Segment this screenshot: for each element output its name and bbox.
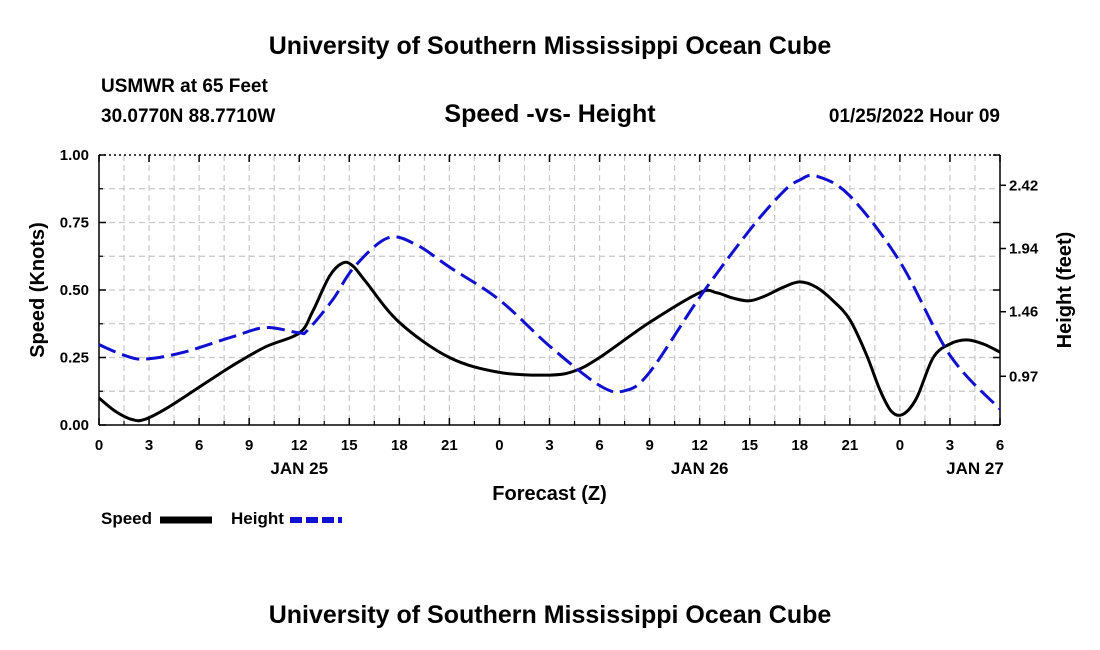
x-tick-label: 15 xyxy=(341,437,358,454)
y2-axis-title: Height (feet) xyxy=(1054,232,1076,349)
y2-tick-label: 1.46 xyxy=(1009,304,1038,321)
y-tick-label: 0.00 xyxy=(60,417,89,434)
station-label: USMWR at 65 Feet xyxy=(101,76,268,97)
y-axis-title: Speed (Knots) xyxy=(27,222,49,358)
legend-height-swatch xyxy=(290,517,342,523)
x-tick-label: 15 xyxy=(741,437,758,454)
x-tick-label: 12 xyxy=(691,437,708,454)
x-axis-title: Forecast (Z) xyxy=(492,483,606,505)
x-tick-label: 6 xyxy=(595,437,603,454)
x-tick-label: 21 xyxy=(841,437,858,454)
x-tick-label: 0 xyxy=(495,437,503,454)
x-tick-label: 18 xyxy=(391,437,408,454)
legend-speed-swatch xyxy=(160,516,212,524)
series-line-height xyxy=(98,173,1002,411)
y2-tick-label: 0.97 xyxy=(1009,368,1038,385)
legend-speed-label: Speed xyxy=(101,509,153,528)
x-tick-label: 18 xyxy=(791,437,808,454)
legend-height-label: Height xyxy=(231,509,284,528)
coordinates-label: 30.0770N 88.7710W xyxy=(101,106,276,127)
x-tick-label: 6 xyxy=(195,437,203,454)
x-tick-label: 3 xyxy=(545,437,553,454)
series-line-speed xyxy=(98,260,1001,423)
chart-subtitle: Speed -vs- Height xyxy=(444,100,656,128)
x-tick-label: 21 xyxy=(441,437,458,454)
date-label: JAN 26 xyxy=(671,459,729,478)
x-tick-label: 0 xyxy=(95,437,103,454)
y-tick-label: 1.00 xyxy=(60,147,89,164)
x-tick-label: 0 xyxy=(896,437,904,454)
y2-tick-label: 2.42 xyxy=(1009,177,1038,194)
y-tick-label: 0.75 xyxy=(60,215,89,232)
page-title: University of Southern Mississippi Ocean… xyxy=(268,32,832,60)
footer-title: University of Southern Mississippi Ocean… xyxy=(268,601,832,629)
x-tick-label: 12 xyxy=(291,437,308,454)
x-tick-label: 9 xyxy=(645,437,653,454)
y-tick-label: 0.25 xyxy=(60,350,89,367)
x-tick-label: 3 xyxy=(946,437,954,454)
forecast-datetime: 01/25/2022 Hour 09 xyxy=(828,106,1000,127)
y2-tick-label: 1.94 xyxy=(1009,241,1039,258)
date-label: JAN 25 xyxy=(270,459,328,478)
x-tick-label: 9 xyxy=(245,437,253,454)
y-tick-label: 0.50 xyxy=(60,282,89,299)
x-tick-label: 6 xyxy=(996,437,1004,454)
date-label: JAN 27 xyxy=(946,459,1004,478)
x-tick-label: 3 xyxy=(145,437,153,454)
